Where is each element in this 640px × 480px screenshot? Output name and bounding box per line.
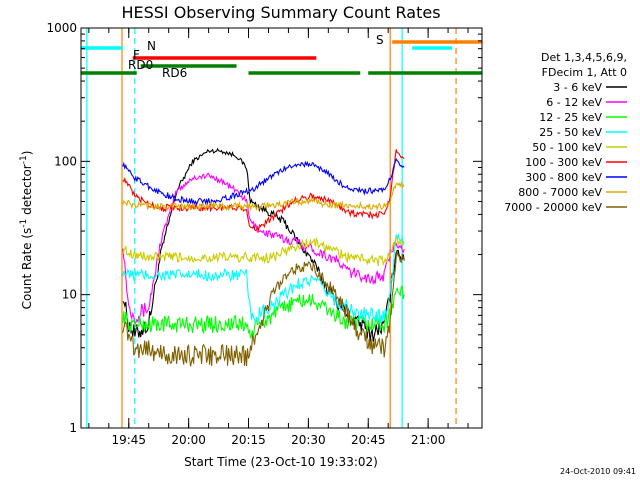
chart-title: HESSI Observing Summary Count Rates bbox=[121, 3, 440, 22]
generation-timestamp: 24-Oct-2010 09:41 bbox=[560, 467, 636, 476]
legend-label: 300 - 800 keV bbox=[525, 171, 602, 184]
legend-header-line-2: FDecim 1, Att 0 bbox=[542, 66, 627, 79]
y-tick-label: 100 bbox=[54, 154, 77, 168]
y-axis-ticks: 1 10 100 1000 bbox=[46, 21, 482, 435]
legend-label: 50 - 100 keV bbox=[532, 141, 602, 154]
y-axis-label-tail: detector bbox=[20, 164, 34, 219]
y-tick-label: 10 bbox=[62, 288, 77, 302]
series-line bbox=[122, 157, 405, 207]
series-line bbox=[122, 232, 405, 324]
legend-label: 12 - 25 keV bbox=[539, 111, 602, 124]
y-axis-label-sup2: -1 bbox=[19, 155, 29, 164]
series-line bbox=[122, 172, 405, 325]
y-tick-label: 1000 bbox=[46, 21, 77, 35]
flag-label-n: N bbox=[147, 39, 156, 53]
series-line bbox=[122, 181, 405, 212]
y-axis-label-main: Count Rate (s bbox=[20, 228, 34, 310]
x-axis-ticks: 19:45 20:00 20:15 20:30 20:45 21:00 bbox=[88, 28, 469, 447]
x-tick-label: 19:45 bbox=[111, 433, 146, 447]
plot-area: NF S RD0 RD6 bbox=[81, 28, 482, 428]
series-line bbox=[122, 149, 405, 233]
x-tick-label: 21:00 bbox=[411, 433, 446, 447]
series-lines bbox=[122, 147, 405, 367]
flag-label-rd6: RD6 bbox=[162, 66, 187, 80]
legend: Det 1,3,4,5,6,9, FDecim 1, Att 0 3 - 6 k… bbox=[504, 51, 627, 214]
vertical-markers bbox=[86, 28, 457, 428]
x-axis-label: Start Time (23-Oct-10 19:33:02) bbox=[184, 455, 378, 469]
legend-label: 3 - 6 keV bbox=[553, 81, 602, 94]
plot-frame bbox=[80, 27, 483, 429]
x-tick-label: 20:45 bbox=[351, 433, 386, 447]
series-line bbox=[122, 236, 405, 267]
flag-labels: NF S RD0 RD6 bbox=[128, 33, 384, 80]
flag-label-f: F bbox=[133, 48, 140, 62]
flag-label-s: S bbox=[376, 33, 384, 47]
y-axis-label: Count Rate (s-1 detector-1) bbox=[19, 151, 34, 310]
x-tick-label: 20:15 bbox=[231, 433, 266, 447]
legend-label: 25 - 50 keV bbox=[539, 126, 602, 139]
legend-header-line-1: Det 1,3,4,5,6,9, bbox=[541, 51, 627, 64]
y-tick-label: 1 bbox=[69, 421, 77, 435]
series-line bbox=[122, 147, 405, 342]
flag-label-rd0: RD0 bbox=[128, 58, 153, 72]
legend-label: 100 - 300 keV bbox=[525, 156, 602, 169]
series-line bbox=[122, 285, 405, 339]
flag-bars bbox=[81, 40, 482, 75]
legend-label: 7000 - 20000 keV bbox=[504, 201, 602, 214]
series-line bbox=[122, 250, 405, 367]
legend-label: 6 - 12 keV bbox=[546, 96, 602, 109]
x-tick-label: 20:00 bbox=[171, 433, 206, 447]
x-tick-label: 20:30 bbox=[291, 433, 326, 447]
y-axis-label-sup: -1 bbox=[19, 219, 29, 228]
legend-label: 800 - 7000 keV bbox=[518, 186, 602, 199]
y-axis-label-close: ) bbox=[20, 151, 34, 156]
